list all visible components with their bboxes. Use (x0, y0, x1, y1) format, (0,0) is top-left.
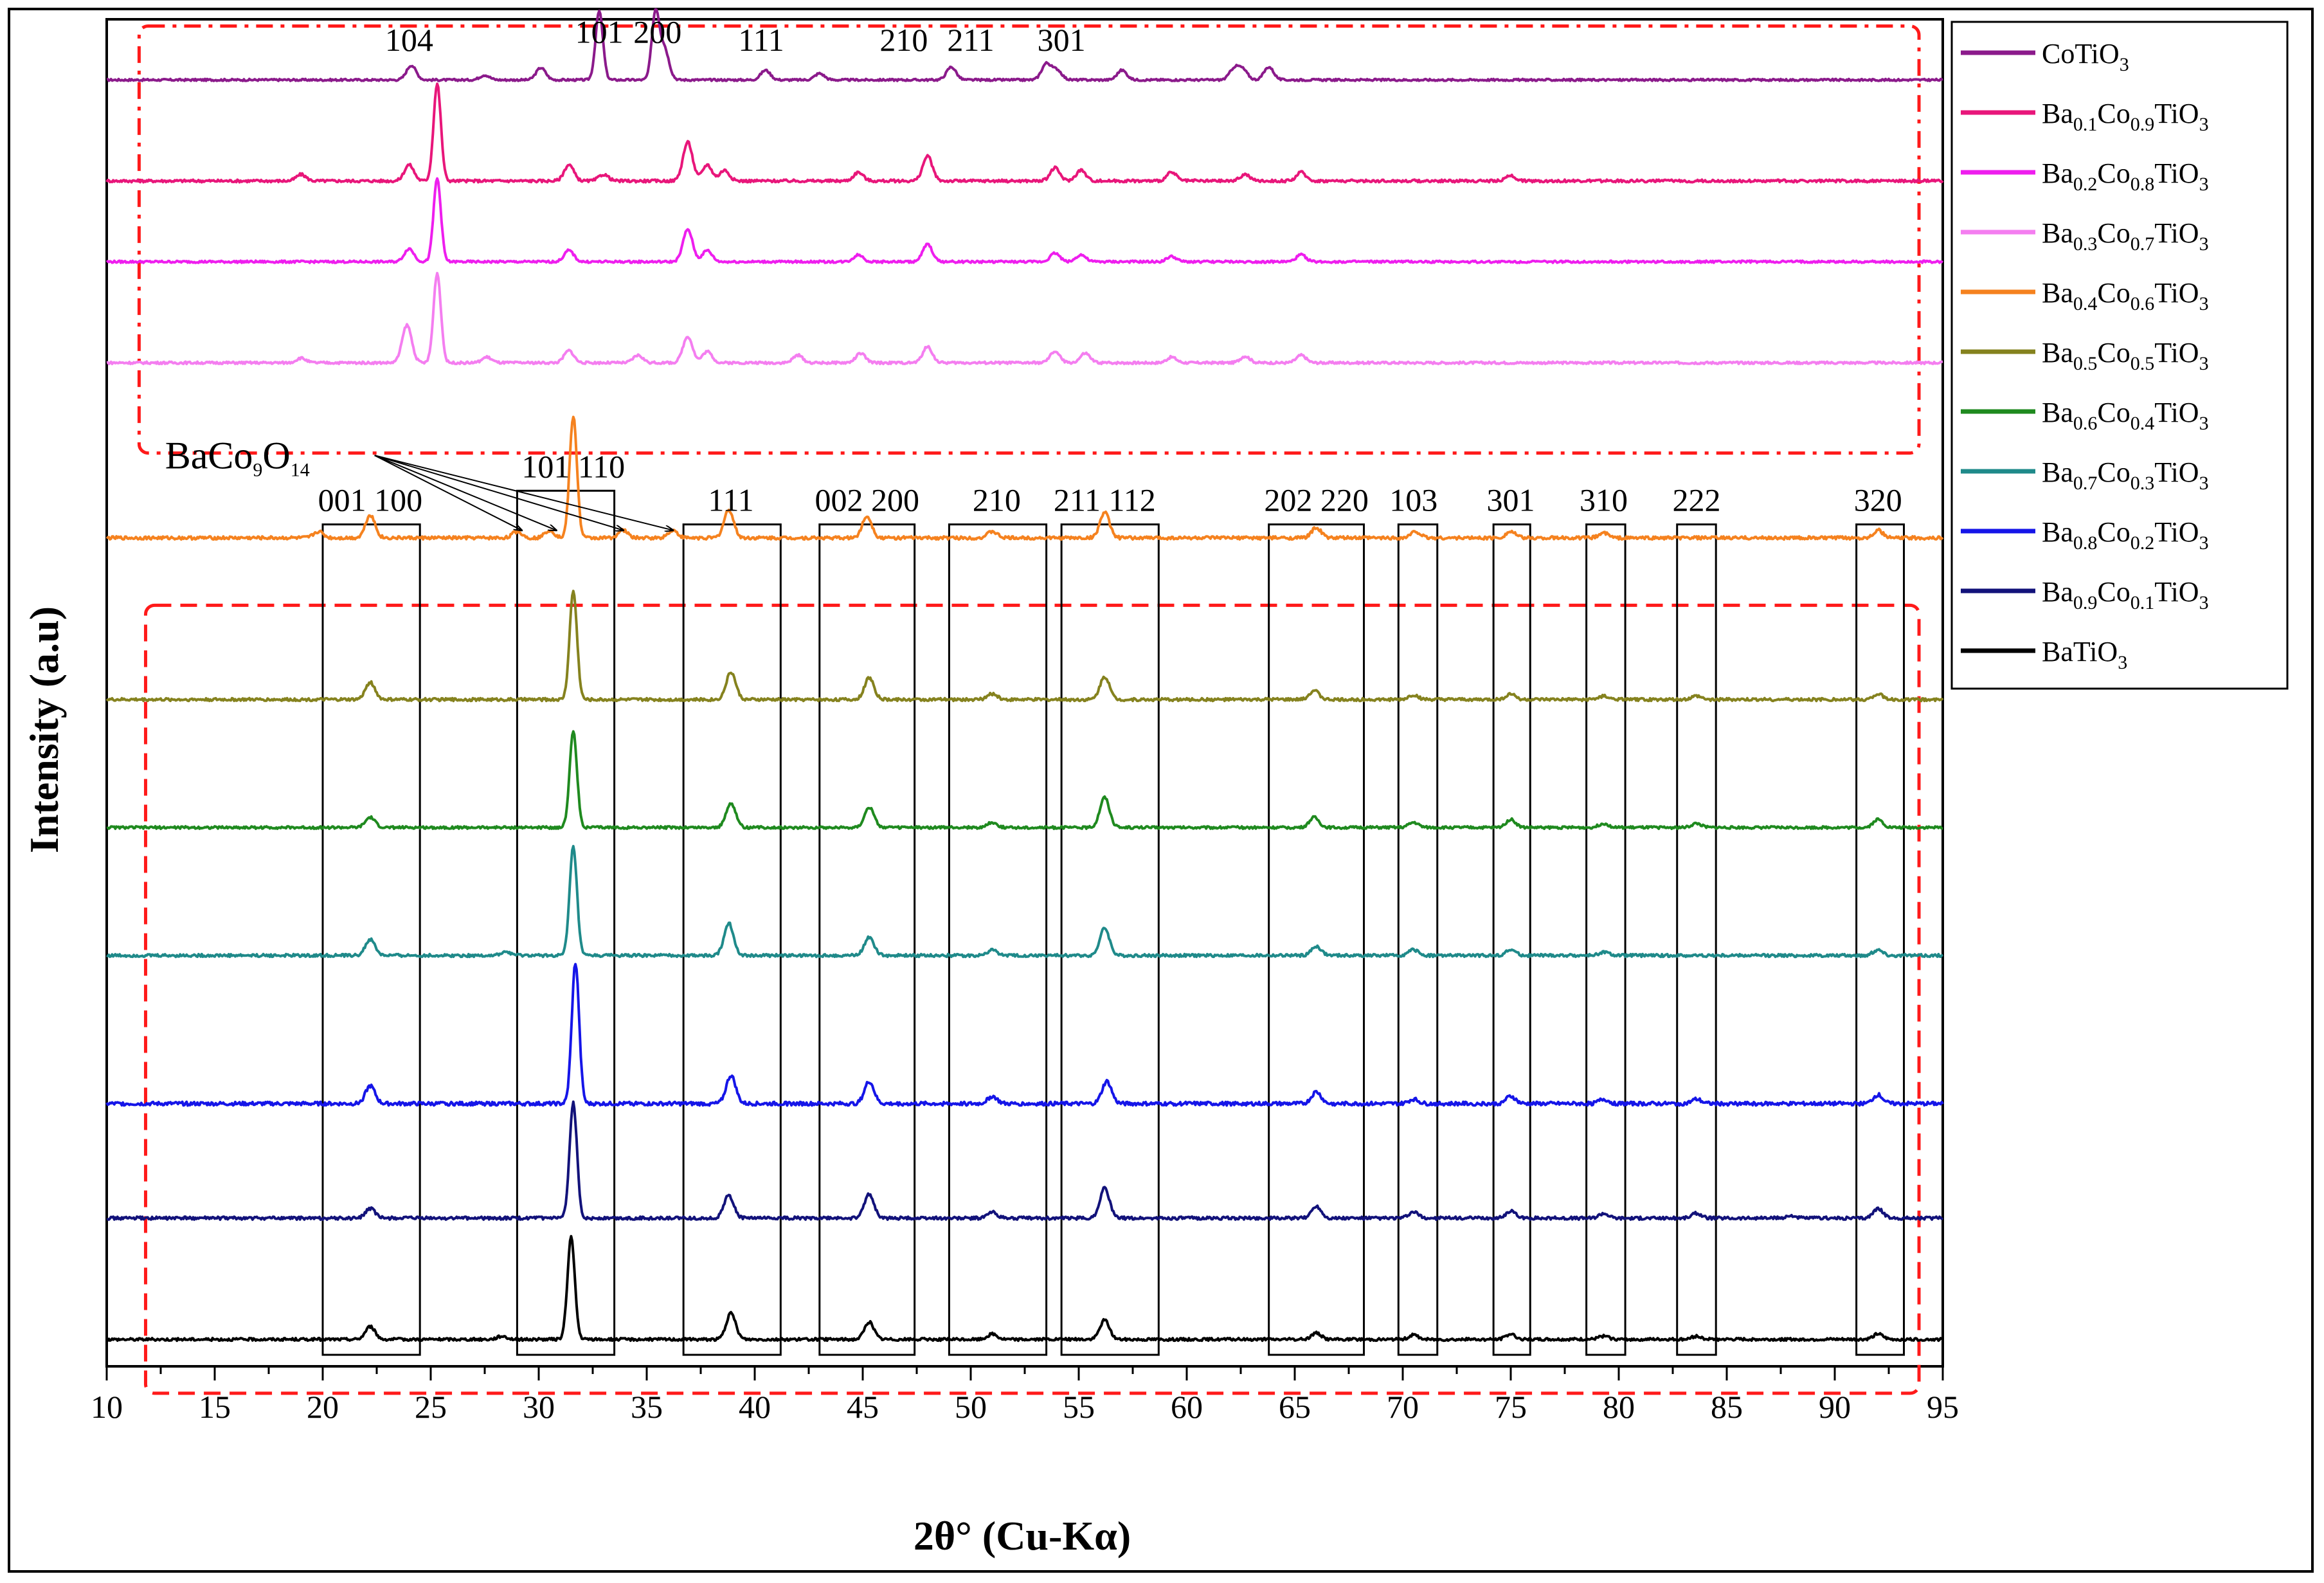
hkl-label-bottom: 222 (1672, 482, 1720, 518)
legend-entry: Ba0.4Co0.6TiO3 (2042, 277, 2209, 314)
impurity-arrow (374, 455, 623, 530)
plot-frame (105, 18, 1944, 1368)
x-axis: 10 15 20 25 30 35 40 45 50 55 60 65 70 75 80 85 90 95 (91, 1366, 1959, 1425)
impurity-arrow (374, 455, 673, 530)
peak-box (1397, 523, 1439, 1356)
hkl-label-top: 101 (575, 14, 624, 50)
hkl-label-bottom: 210 (973, 482, 1021, 518)
peak-boxes (321, 489, 1905, 1356)
peak-box (1492, 523, 1531, 1356)
y-axis-label: Intensity (a.u) (21, 606, 67, 853)
annotations: 104 101 200 111 210 211 301 001 100 101 110 111 00… (165, 14, 1902, 530)
hkl-label-top: 210 (879, 22, 928, 58)
hkl-label-bottom: 111 (708, 482, 753, 518)
hkl-label-bottom: 002 200 (815, 482, 919, 518)
highlight-region-dashed (143, 603, 1921, 1395)
hkl-label-top: 104 (385, 22, 433, 58)
peak-box (818, 523, 916, 1356)
peak-box (948, 523, 1048, 1356)
hkl-label-bottom: 001 100 (318, 482, 423, 518)
x-tick-label: 45 (847, 1389, 879, 1425)
series-line (105, 177, 1943, 264)
x-axis-label: 2θ° (Cu-Kα) (914, 1513, 1131, 1559)
impurity-arrow (374, 455, 521, 530)
impurity-label: BaCo9O14 (165, 434, 310, 480)
hkl-label-bottom: 202 220 (1264, 482, 1369, 518)
series-line (105, 845, 1943, 959)
series-line (106, 730, 1943, 830)
hkl-label-bottom: 101 110 (521, 448, 625, 484)
x-tick-label: 90 (1819, 1389, 1851, 1425)
x-tick-label: 75 (1495, 1389, 1527, 1425)
plot-area (105, 18, 1944, 1368)
legend-entry: Ba0.1Co0.9TiO3 (2042, 98, 2209, 135)
x-tick-label: 55 (1063, 1389, 1095, 1425)
hkl-label-bottom: 320 (1854, 482, 1902, 518)
x-tick-label: 50 (955, 1389, 987, 1425)
x-tick-label: 10 (91, 1389, 123, 1425)
peak-box (1268, 523, 1365, 1356)
highlight-regions (137, 24, 1921, 1395)
hkl-label-top: 211 (947, 22, 994, 58)
x-tick-label: 60 (1171, 1389, 1203, 1425)
legend-entry: Ba0.7Co0.3TiO3 (2042, 457, 2209, 494)
series-lines (105, 8, 1944, 1343)
hkl-label-bottom: 211 112 (1054, 482, 1156, 518)
x-tick-label: 25 (415, 1389, 447, 1425)
legend-entry: Ba0.3Co0.7TiO3 (2042, 217, 2209, 255)
hkl-label-top: 111 (738, 22, 784, 58)
series-line (106, 1235, 1943, 1343)
x-tick-label: 15 (199, 1389, 231, 1425)
hkl-label-bottom: 310 (1580, 482, 1628, 518)
legend-entry: Ba0.2Co0.8TiO3 (2042, 158, 2209, 195)
series-line (105, 963, 1944, 1107)
x-tick-label: 70 (1387, 1389, 1419, 1425)
legend-entry: Ba0.5Co0.5TiO3 (2042, 337, 2209, 374)
highlight-region-dash-dot (137, 24, 1921, 455)
peak-box (1676, 523, 1717, 1356)
legend-entry: BaTiO3 (2042, 636, 2127, 673)
series-line (106, 1100, 1944, 1221)
legend-entry: CoTiO3 (2042, 38, 2129, 75)
peak-box (682, 523, 782, 1356)
x-tick-label: 85 (1711, 1389, 1743, 1425)
hkl-label-bottom: 301 (1487, 482, 1535, 518)
legend-entry: Ba0.6Co0.4TiO3 (2042, 397, 2209, 434)
figure-frame (8, 8, 2314, 1573)
impurity-arrow (374, 455, 556, 530)
series-line (105, 82, 1944, 184)
legend-entry: Ba0.8Co0.2TiO3 (2042, 516, 2209, 554)
peak-box (516, 489, 616, 1356)
peak-box (1585, 523, 1626, 1356)
series-line (105, 590, 1944, 703)
x-tick-label: 20 (307, 1389, 339, 1425)
peak-box (321, 523, 421, 1356)
hkl-label-top: 200 (633, 14, 681, 50)
series-line (106, 271, 1943, 366)
hkl-label-bottom: 103 (1389, 482, 1437, 518)
x-tick-label: 95 (1927, 1389, 1959, 1425)
series-line (105, 415, 1944, 541)
series-line (106, 8, 1943, 82)
legend-box (1950, 21, 2289, 690)
legend-entry: Ba0.9Co0.1TiO3 (2042, 576, 2209, 613)
hkl-label-top: 301 (1038, 22, 1086, 58)
x-tick-label: 30 (523, 1389, 555, 1425)
x-tick-label: 80 (1603, 1389, 1635, 1425)
peak-box (1855, 523, 1905, 1356)
legend: CoTiO3 Ba0.1Co0.9TiO3 Ba0.2Co0.8TiO3 Ba0.3C… (1950, 21, 2289, 690)
x-tick-label: 35 (631, 1389, 663, 1425)
x-tick-label: 40 (739, 1389, 771, 1425)
x-tick-label: 65 (1279, 1389, 1311, 1425)
